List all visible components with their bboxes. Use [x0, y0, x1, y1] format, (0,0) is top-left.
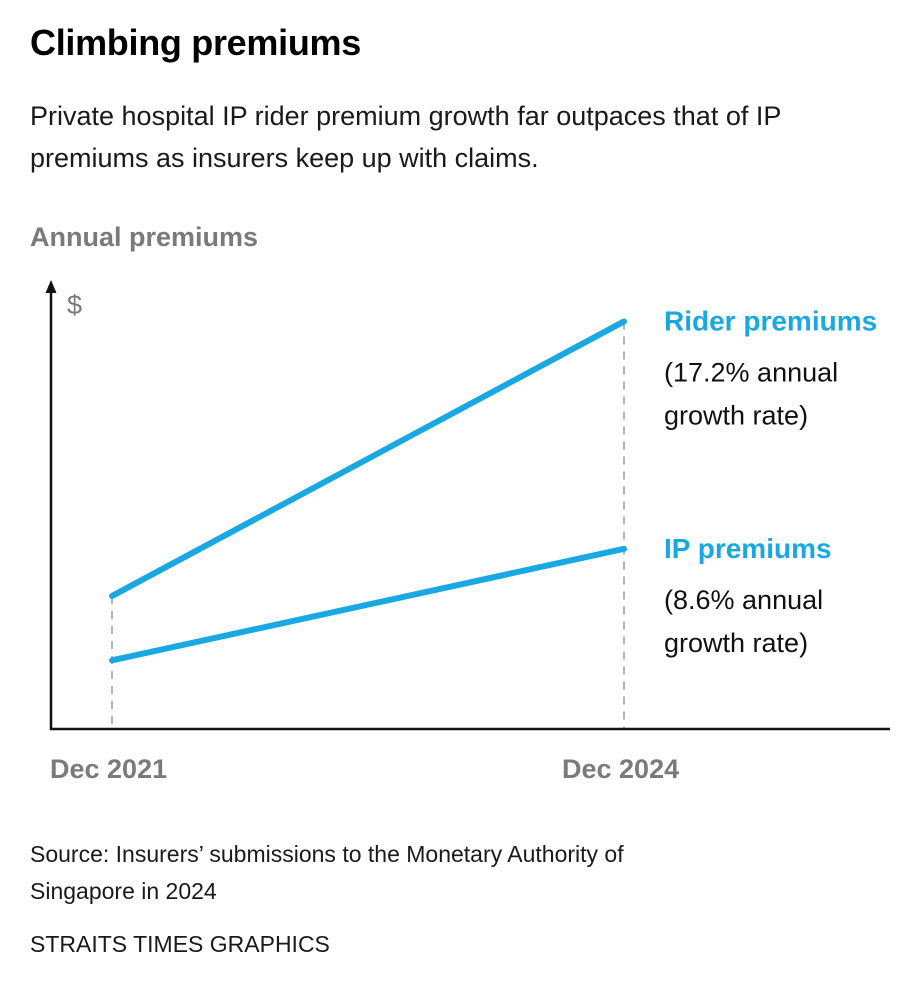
- series-label: Rider premiums: [664, 305, 877, 336]
- series-line-1: [109, 545, 627, 664]
- series-annotation: growth rate): [664, 400, 808, 430]
- axes: $: [45, 280, 890, 731]
- y-axis-arrow-icon: [45, 280, 57, 293]
- y-axis-title: Annual premiums: [30, 222, 259, 252]
- chart-title: Climbing premiums: [30, 22, 361, 63]
- x-tick-label: Dec 2021: [50, 754, 167, 784]
- y-axis-unit: $: [67, 290, 82, 320]
- credit-line: STRAITS TIMES GRAPHICS: [30, 931, 330, 957]
- series-lines: [109, 318, 627, 664]
- series-annotation: (17.2% annual: [664, 357, 838, 387]
- series-line-0: [109, 318, 627, 600]
- series-annotation: growth rate): [664, 628, 808, 658]
- chart-subtitle: Private hospital IP rider premium growth…: [30, 101, 781, 173]
- guide-lines: [111, 321, 625, 729]
- x-tick-labels: Dec 2021 Dec 2024: [50, 754, 679, 784]
- series-labels: Rider premiums (17.2% annual growth rate) I…: [664, 305, 877, 657]
- x-tick-label: Dec 2024: [562, 754, 679, 784]
- series-label: IP premiums: [664, 533, 832, 564]
- series-annotation: (8.6% annual: [664, 585, 823, 615]
- source-note: Source: Insurers’ submissions to the Mon…: [30, 841, 624, 904]
